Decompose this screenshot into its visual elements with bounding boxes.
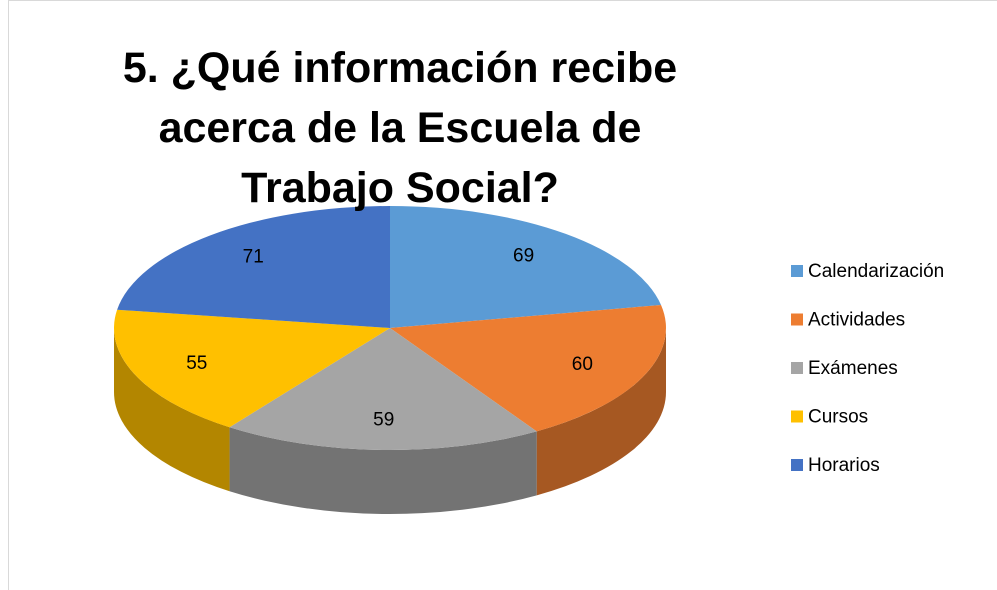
- legend-label: Cursos: [808, 407, 868, 428]
- slice: [390, 206, 662, 328]
- legend-label: Horarios: [808, 455, 880, 476]
- slice-side: [114, 328, 230, 492]
- chart-title: 5. ¿Qué información recibe acerca de la …: [122, 44, 678, 212]
- slice-side: [536, 328, 666, 496]
- legend-swatch: [791, 410, 803, 423]
- data-label: 60: [572, 354, 593, 375]
- legend-label: Exámenes: [808, 358, 898, 379]
- data-label: 69: [513, 246, 534, 267]
- data-label: 71: [243, 247, 264, 268]
- data-label: 55: [186, 353, 207, 374]
- chart-frame: [8, 0, 997, 590]
- legend-label: Calendarización: [808, 261, 944, 282]
- legend-swatch: [791, 362, 803, 374]
- legend-swatch: [791, 265, 803, 277]
- legend-label: Actividades: [808, 310, 905, 331]
- data-label: 59: [373, 410, 394, 431]
- legend-swatch: [791, 459, 803, 471]
- slice: [113, 309, 390, 428]
- legend-swatch: [791, 313, 803, 326]
- slice-side: [229, 427, 537, 514]
- slice: [390, 304, 666, 432]
- slice: [117, 205, 390, 328]
- slice: [229, 328, 537, 450]
